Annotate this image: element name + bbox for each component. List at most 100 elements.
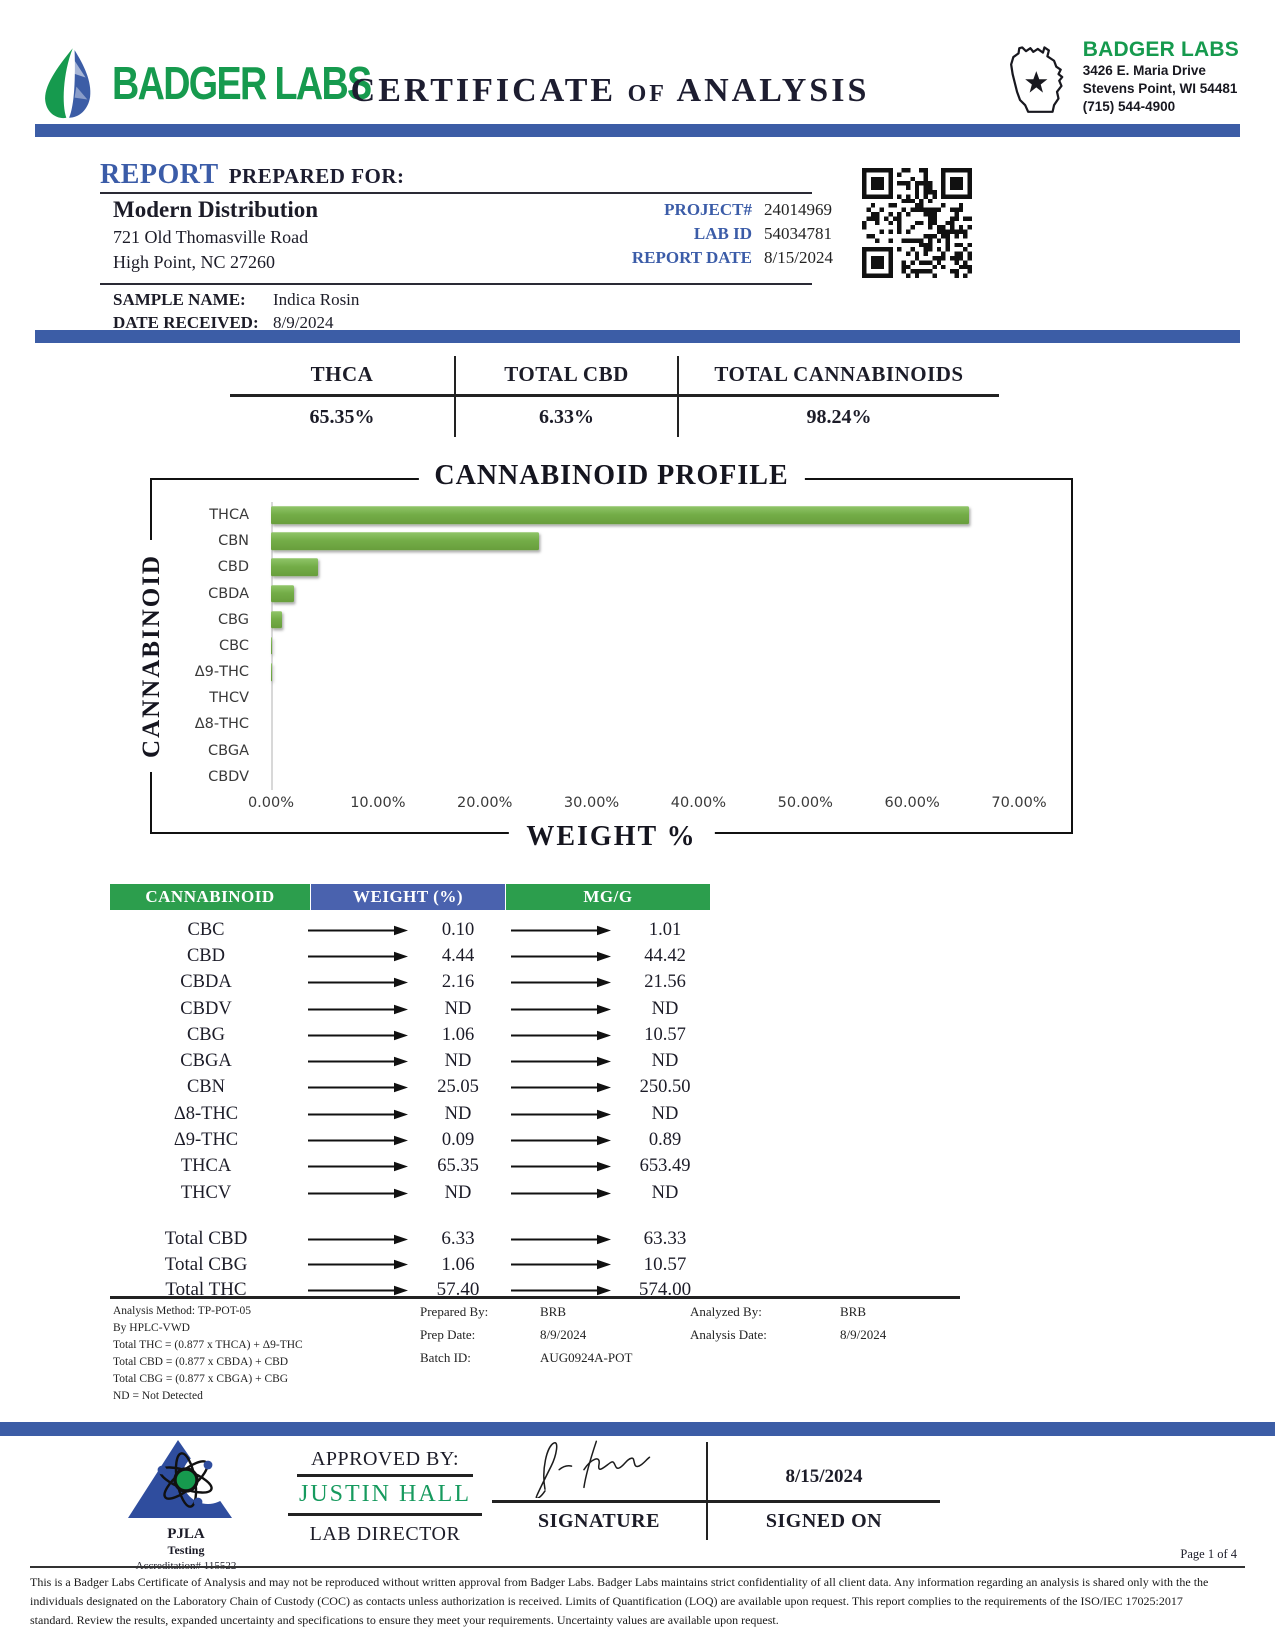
chart-bar-THCA xyxy=(271,506,970,524)
chart-title: CANNABINOID PROFILE xyxy=(418,460,805,492)
arrow-icon xyxy=(511,1135,611,1146)
analysis-date-label: Analysis Date: xyxy=(690,1327,767,1342)
table-row: THCA 65.35 653.49 xyxy=(110,1154,710,1180)
header-mgg: MG/G xyxy=(506,884,710,910)
weight-value: ND xyxy=(444,998,472,1019)
header-cannabinoid: CANNABINOID xyxy=(110,884,310,910)
arrow-icon xyxy=(511,1259,611,1270)
mgg-value: ND xyxy=(651,1182,679,1203)
prep-date-label: Prep Date: xyxy=(420,1327,476,1342)
chart-row: Δ8-THC xyxy=(156,711,1067,737)
arrow-icon xyxy=(511,1083,611,1093)
mgg-value: 1.01 xyxy=(648,919,682,940)
cannabinoid-name: CBDV xyxy=(180,998,232,1019)
chart-row: Δ9-THC xyxy=(156,659,1067,685)
cannabinoid-name: Total THC xyxy=(165,1279,247,1301)
mgg-value: ND xyxy=(651,998,679,1019)
lab-id-label: LAB ID xyxy=(693,224,752,243)
arrow-icon xyxy=(308,1030,408,1041)
disclaimer-line: This is a Badger Labs Certificate of Ana… xyxy=(30,1575,1209,1589)
approver-name: JUSTIN HALL xyxy=(288,1477,482,1516)
pjla-testing: Testing xyxy=(167,1543,205,1557)
chart-category-label: CBDV xyxy=(208,768,249,785)
weight-value: 4.44 xyxy=(441,945,475,966)
chart-category-label: Δ8-THC xyxy=(194,716,249,733)
chart-row: CBC xyxy=(156,633,1067,659)
prepared-by-value: BRB xyxy=(540,1304,567,1319)
arrow-icon xyxy=(511,978,611,988)
lab-name: BADGER LABS xyxy=(1082,38,1239,61)
chart-row: THCV xyxy=(156,685,1067,711)
chart-category-label: CBGA xyxy=(208,742,249,759)
chart-bar-CBC xyxy=(271,637,273,655)
approved-by-block: APPROVED BY: JUSTIN HALL LAB DIRECTOR xyxy=(288,1448,482,1546)
chart-bar-Δ9-THC xyxy=(271,663,273,681)
analysis-date-value: 8/9/2024 xyxy=(840,1327,887,1342)
arrow-icon xyxy=(308,1109,408,1119)
report-heading: REPORT PREPARED FOR: xyxy=(100,159,405,191)
chart-row: CBGA xyxy=(156,738,1067,764)
cannabinoid-name: Δ8-THC xyxy=(173,1103,239,1124)
summary-header-total-cbd: TOTAL CBD xyxy=(456,356,679,397)
chart-category-label: THCA xyxy=(209,507,249,524)
heading-rule xyxy=(100,192,812,194)
qr-code xyxy=(862,168,972,278)
table-row: CBGA ND ND xyxy=(110,1048,710,1074)
mgg-value: ND xyxy=(651,1051,679,1072)
disclaimer-line: standard. Review the results, expanded u… xyxy=(30,1613,779,1628)
chart-category-label: Δ9-THC xyxy=(194,664,249,681)
cannabinoid-name: THCV xyxy=(180,1182,232,1203)
arrow-icon xyxy=(511,1285,611,1295)
cannabinoid-name: CBDA xyxy=(180,972,232,993)
page-number: Page 1 of 4 xyxy=(1180,1547,1237,1561)
divider-band-top xyxy=(35,124,1240,137)
table-row: CBN 25.05 250.50 xyxy=(110,1075,710,1101)
chart-category-label: CBDA xyxy=(208,585,249,602)
mgg-value: 10.57 xyxy=(644,1024,686,1045)
signed-on-label: SIGNED ON xyxy=(765,1510,883,1532)
meta-row-project: PROJECT# 24014969 xyxy=(592,200,874,220)
disclaimer-rule xyxy=(30,1566,1245,1568)
table-row: CBG 1.06 10.57 xyxy=(110,1022,710,1048)
summary-value-thca: 65.35% xyxy=(230,397,456,437)
weight-value: ND xyxy=(444,1051,472,1072)
client-block: Modern Distribution 721 Old Thomasville … xyxy=(113,197,318,275)
weight-value: ND xyxy=(444,1182,472,1203)
summary-value-total-cannabinoids: 98.24% xyxy=(806,406,872,428)
lab-address-line1: 3426 E. Maria Drive xyxy=(1082,63,1206,78)
arrow-icon xyxy=(511,1056,611,1067)
results-table: CANNABINOID WEIGHT (%) MG/G CBC 0.10 1.01 C… xyxy=(110,884,710,1303)
approved-by-label: APPROVED BY: xyxy=(296,1448,474,1477)
client-address-line1: 721 Old Thomasville Road xyxy=(113,227,309,247)
table-row: Δ8-THC ND ND xyxy=(110,1101,710,1127)
chart-category-label: THCV xyxy=(209,690,249,707)
signature-icon xyxy=(535,1440,651,1500)
cannabinoid-name: CBGA xyxy=(180,1051,232,1072)
lab-address-block: BADGER LABS 3426 E. Maria Drive Stevens … xyxy=(1003,38,1239,122)
analysis-footnotes: Analysis Method: TP-POT-05 By HPLC-VWD Tot… xyxy=(113,1303,303,1405)
lab-address-text: BADGER LABS 3426 E. Maria Drive Stevens … xyxy=(1083,38,1239,115)
chart-rows: THCA CBN CBD CBDA CBG CBC Δ9-THC THCV Δ8-THC CBGA… xyxy=(156,502,1067,790)
footnote-line: Analysis Method: TP-POT-05 xyxy=(113,1305,252,1317)
arrow-icon xyxy=(511,1109,611,1119)
prep-date-value: 8/9/2024 xyxy=(540,1327,587,1342)
chart-x-tick: 40.00% xyxy=(670,795,727,811)
signed-on-line xyxy=(708,1500,940,1503)
table-row: Total THC 57.40 574.00 xyxy=(110,1277,710,1303)
table-row: Δ9-THC 0.09 0.89 xyxy=(110,1127,710,1153)
pjla-logo-icon xyxy=(128,1440,234,1518)
chart-category-label: CBN xyxy=(218,533,249,550)
footnote-line: ND = Not Detected xyxy=(113,1390,203,1403)
table-row: THCV ND ND xyxy=(110,1180,710,1206)
analyzed-by-value: BRB xyxy=(840,1304,867,1319)
date-received-value: 8/9/2024 xyxy=(273,313,334,332)
mgg-value: 10.57 xyxy=(643,1253,687,1275)
arrow-icon xyxy=(308,1056,408,1067)
chart-row: THCA xyxy=(156,502,1067,528)
footnote-line: Total CBG = (0.877 x CBGA) + CBG xyxy=(113,1373,289,1386)
divider-band-bottom xyxy=(0,1422,1275,1436)
weight-value: 6.33 xyxy=(441,1228,475,1250)
prep-info-block: Prepared By: BRB Prep Date: 8/9/2024 Batch… xyxy=(420,1304,632,1373)
signed-on-date: 8/15/2024 xyxy=(785,1466,863,1487)
arrow-icon xyxy=(511,1162,611,1172)
